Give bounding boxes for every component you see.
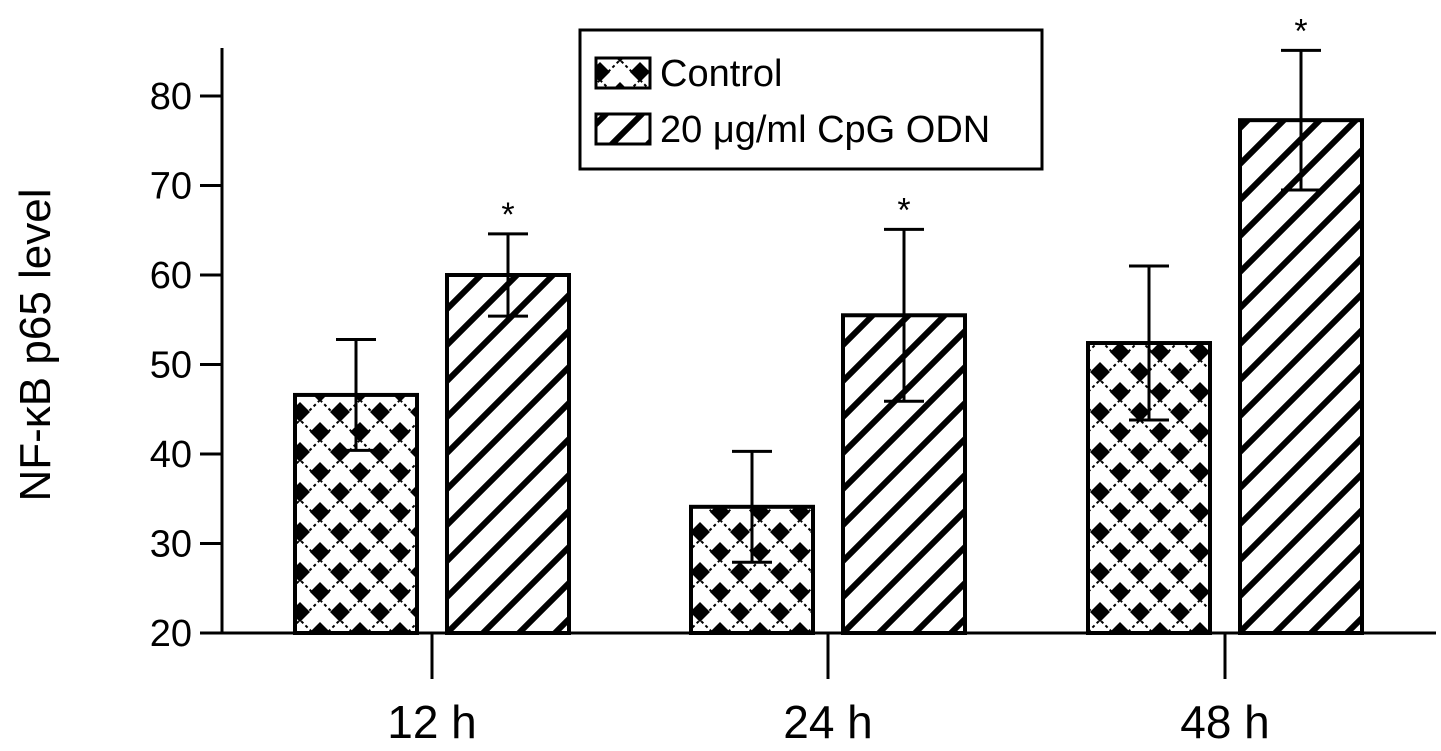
y-tick-label: 30 [150, 524, 192, 566]
significance-marker: * [897, 191, 910, 229]
legend-label-control: Control [660, 53, 783, 95]
y-tick-label: 70 [150, 166, 192, 208]
y-tick-label: 20 [150, 613, 192, 655]
legend: Control 20 μg/ml CpG ODN [578, 28, 1044, 171]
y-tick-label: 60 [150, 255, 192, 297]
y-tick-label: 80 [150, 76, 192, 118]
x-category-label: 12 h [387, 696, 477, 748]
significance-marker: * [501, 196, 514, 234]
bar-cpg [1238, 118, 1364, 636]
x-category-label: 48 h [1180, 696, 1270, 748]
bar-cpg [445, 273, 571, 635]
legend-swatch-control [594, 56, 652, 90]
y-tick-label: 50 [150, 345, 192, 387]
significance-marker: * [1294, 12, 1307, 50]
plot-area: 20 30 40 50 60 70 80 12 h * 24 h * 48 h * [150, 12, 1436, 748]
legend-label-cpg: 20 μg/ml CpG ODN [660, 109, 990, 151]
x-category-label: 24 h [783, 696, 873, 748]
y-axis-title: NF-κB p65 level [11, 188, 60, 501]
legend-box [578, 28, 1044, 171]
legend-swatch-cpg [594, 112, 652, 146]
y-tick-label: 40 [150, 434, 192, 476]
